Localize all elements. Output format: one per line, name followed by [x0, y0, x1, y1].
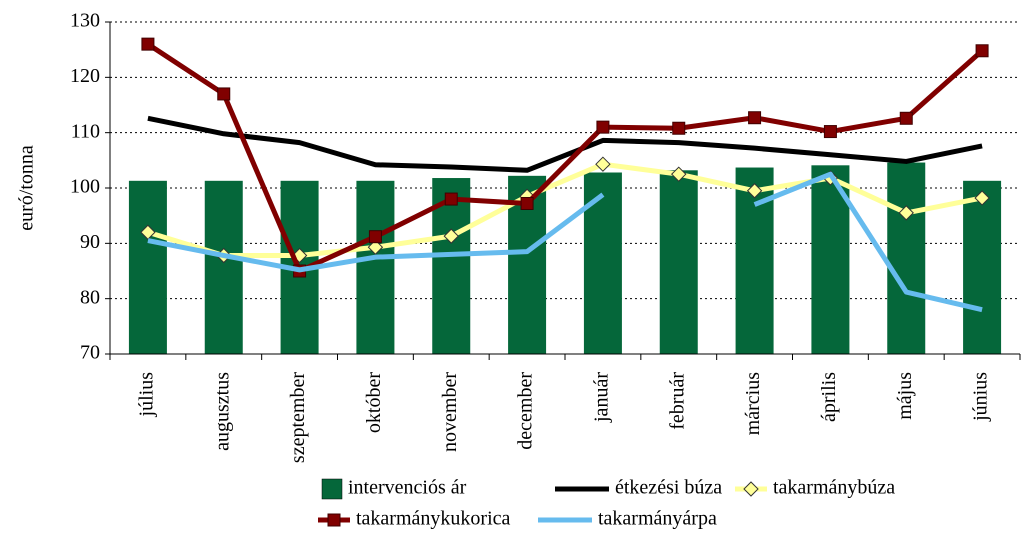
- x-tick-label: szeptember: [287, 372, 309, 463]
- marker: [367, 239, 384, 255]
- bar: [128, 180, 167, 354]
- y-tick-label: 130: [70, 10, 100, 32]
- line: [147, 115, 983, 173]
- y-tick-label: 120: [70, 65, 100, 87]
- y-tick-label: 100: [70, 176, 100, 198]
- legend-marker: [743, 481, 759, 497]
- x-tick-label: február: [666, 372, 688, 430]
- x-tick-label: március: [742, 372, 764, 436]
- marker: [748, 111, 762, 125]
- legend-item: étkezési búza: [555, 477, 722, 499]
- x-tick-label: április: [818, 372, 840, 422]
- marker: [595, 156, 611, 172]
- legend-label: takarmánykukorica: [356, 508, 510, 530]
- bar: [963, 180, 1002, 354]
- marker: [898, 205, 914, 221]
- legend-label: étkezési búza: [615, 477, 722, 499]
- bar: [356, 180, 395, 354]
- marker: [823, 125, 837, 139]
- legend-swatch: [321, 478, 343, 500]
- marker: [444, 192, 458, 206]
- legend-item: takarmányárpa: [538, 508, 717, 530]
- x-tick-label: július: [136, 372, 158, 418]
- bar: [583, 172, 622, 354]
- bar: [887, 162, 926, 354]
- x-tick-label: október: [363, 372, 385, 433]
- marker: [520, 196, 534, 210]
- x-tick-label: november: [439, 372, 461, 452]
- marker: [140, 224, 156, 240]
- x-tick-label: augusztus: [211, 372, 233, 451]
- y-tick-label: 70: [80, 342, 100, 364]
- x-tick-label: június: [970, 372, 992, 422]
- legend-item: takarmánybúza: [735, 477, 895, 499]
- y-axis-label: euró/tonna: [16, 145, 38, 231]
- line: [147, 171, 983, 313]
- marker: [899, 111, 913, 125]
- marker: [368, 230, 382, 244]
- marker: [975, 44, 989, 58]
- marker: [746, 183, 763, 199]
- marker: [217, 87, 231, 101]
- legend-item: takarmánykukorica: [318, 508, 510, 530]
- y-tick-label: 80: [80, 286, 100, 308]
- y-tick-label: 90: [80, 231, 100, 253]
- x-tick-label: december: [515, 372, 537, 450]
- line: [147, 161, 983, 259]
- marker: [596, 120, 610, 134]
- legend-label: intervenciós ár: [348, 477, 467, 499]
- legend-item: intervenciós ár: [321, 477, 467, 500]
- x-tick-label: május: [894, 372, 916, 420]
- marker: [443, 228, 459, 244]
- line: [146, 42, 984, 274]
- marker: [671, 166, 687, 182]
- marker: [141, 37, 155, 51]
- marker: [291, 247, 308, 264]
- bar: [204, 180, 243, 354]
- bar: [659, 170, 698, 354]
- y-tick-label: 110: [71, 120, 100, 142]
- legend-label: takarmánybúza: [773, 477, 895, 499]
- legend-marker: [327, 513, 341, 527]
- legend-label: takarmányárpa: [598, 508, 717, 530]
- marker: [974, 190, 990, 206]
- x-tick-label: január: [591, 372, 613, 423]
- marker: [672, 121, 686, 135]
